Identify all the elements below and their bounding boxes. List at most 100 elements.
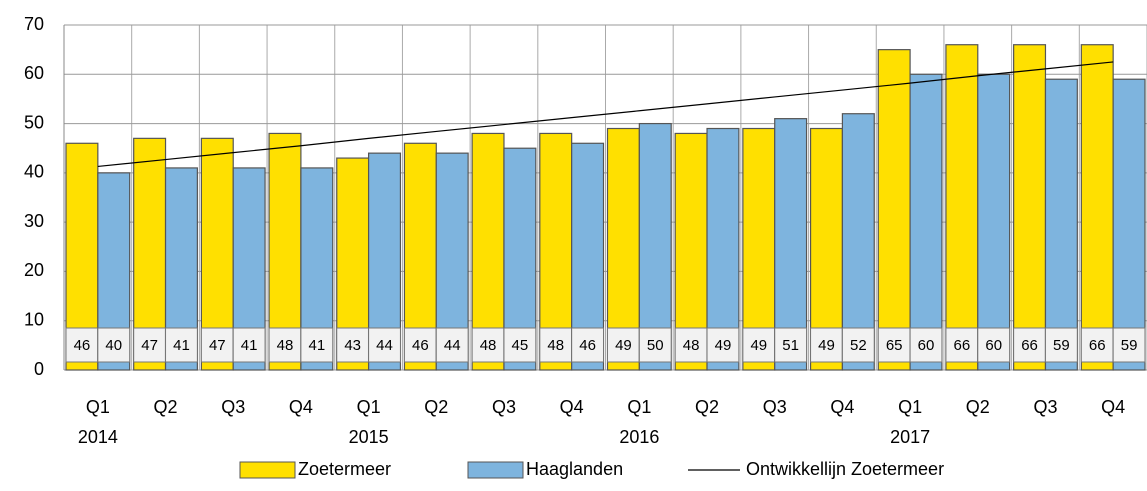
- x-tick-label: Q2: [424, 397, 448, 417]
- bar: [1080, 44, 1114, 371]
- bar: [841, 113, 875, 371]
- data-label: 40: [105, 337, 122, 354]
- y-tick-label: 40: [24, 162, 44, 182]
- x-tick-label: Q3: [1033, 397, 1057, 417]
- legend-swatch: [239, 461, 296, 479]
- x-tick-label: Q2: [966, 397, 990, 417]
- label-box: [706, 327, 740, 363]
- data-label: 51: [782, 337, 799, 354]
- bar: [1044, 78, 1078, 371]
- y-tick-label: 30: [24, 211, 44, 231]
- data-label: 65: [886, 337, 903, 354]
- x-tick-label: Q1: [898, 397, 922, 417]
- data-label: 46: [74, 337, 91, 354]
- y-tick-label: 20: [24, 260, 44, 280]
- label-box: [97, 327, 131, 363]
- x-tick-label: Q4: [830, 397, 854, 417]
- y-tick-label: 70: [24, 14, 44, 34]
- x-tick-label: Q3: [221, 397, 245, 417]
- legend-swatch: [467, 461, 524, 479]
- label-box: [435, 327, 469, 363]
- year-label: 2017: [890, 427, 930, 447]
- data-label: 66: [954, 337, 971, 354]
- label-box: [674, 327, 708, 363]
- data-label: 41: [173, 337, 190, 354]
- data-label: 49: [615, 337, 632, 354]
- label-box: [877, 327, 911, 363]
- bar: [1013, 44, 1047, 371]
- y-tick-label: 60: [24, 63, 44, 83]
- data-label: 47: [209, 337, 226, 354]
- data-label: 48: [480, 337, 497, 354]
- data-label: 66: [1021, 337, 1038, 354]
- year-label: 2014: [78, 427, 118, 447]
- x-tick-label: Q3: [492, 397, 516, 417]
- label-box: [503, 327, 537, 363]
- label-box: [1080, 327, 1114, 363]
- x-tick-label: Q4: [560, 397, 584, 417]
- bar: [977, 73, 1011, 371]
- bar: [909, 73, 943, 371]
- label-box: [336, 327, 370, 363]
- label-box: [300, 327, 334, 363]
- label-box: [539, 327, 573, 363]
- label-box: [909, 327, 943, 363]
- data-label: 66: [1089, 337, 1106, 354]
- legend-label: Haaglanden: [526, 459, 623, 479]
- data-label: 47: [141, 337, 158, 354]
- data-label: 46: [579, 337, 596, 354]
- x-tick-label: Q3: [763, 397, 787, 417]
- trend-line: [97, 61, 1114, 168]
- data-label: 48: [683, 337, 700, 354]
- data-label: 41: [308, 337, 325, 354]
- label-box: [133, 327, 167, 363]
- x-tick-label: Q2: [154, 397, 178, 417]
- label-box: [471, 327, 505, 363]
- label-box: [1112, 327, 1146, 363]
- data-label: 41: [241, 337, 258, 354]
- label-box: [165, 327, 198, 363]
- y-tick-label: 10: [24, 309, 44, 329]
- data-label: 60: [985, 337, 1002, 354]
- label-box: [65, 327, 99, 363]
- data-label: 43: [344, 337, 361, 354]
- label-box: [607, 327, 640, 363]
- label-box: [200, 327, 234, 363]
- data-label: 59: [1121, 337, 1138, 354]
- year-label: 2015: [349, 427, 389, 447]
- data-label: 59: [1053, 337, 1070, 354]
- label-box: [774, 327, 808, 363]
- y-tick-label: 0: [34, 359, 44, 379]
- bar: [1112, 78, 1146, 371]
- label-box: [945, 327, 979, 363]
- x-tick-label: Q1: [627, 397, 651, 417]
- label-box: [638, 327, 672, 363]
- data-label: 49: [715, 337, 732, 354]
- label-box: [571, 327, 604, 363]
- x-tick-label: Q1: [86, 397, 110, 417]
- label-box: [977, 327, 1011, 363]
- data-label: 46: [412, 337, 429, 354]
- x-tick-label: Q4: [1101, 397, 1125, 417]
- data-label: 49: [750, 337, 767, 354]
- data-label: 44: [376, 337, 393, 354]
- y-tick-label: 50: [24, 112, 44, 132]
- data-label: 48: [277, 337, 294, 354]
- label-box: [368, 327, 401, 363]
- x-tick-label: Q2: [695, 397, 719, 417]
- label-box: [1044, 327, 1078, 363]
- data-label: 60: [918, 337, 935, 354]
- label-box: [841, 327, 875, 363]
- year-label: 2016: [619, 427, 659, 447]
- legend-label: Zoetermeer: [298, 459, 391, 479]
- bar: [945, 44, 979, 371]
- data-label: 45: [512, 337, 529, 354]
- label-box: [232, 327, 266, 363]
- data-label: 44: [444, 337, 461, 354]
- data-label: 52: [850, 337, 867, 354]
- x-tick-label: Q1: [357, 397, 381, 417]
- x-tick-label: Q4: [289, 397, 313, 417]
- legend-label: Ontwikkellijn Zoetermeer: [746, 459, 944, 479]
- data-label: 50: [647, 337, 664, 354]
